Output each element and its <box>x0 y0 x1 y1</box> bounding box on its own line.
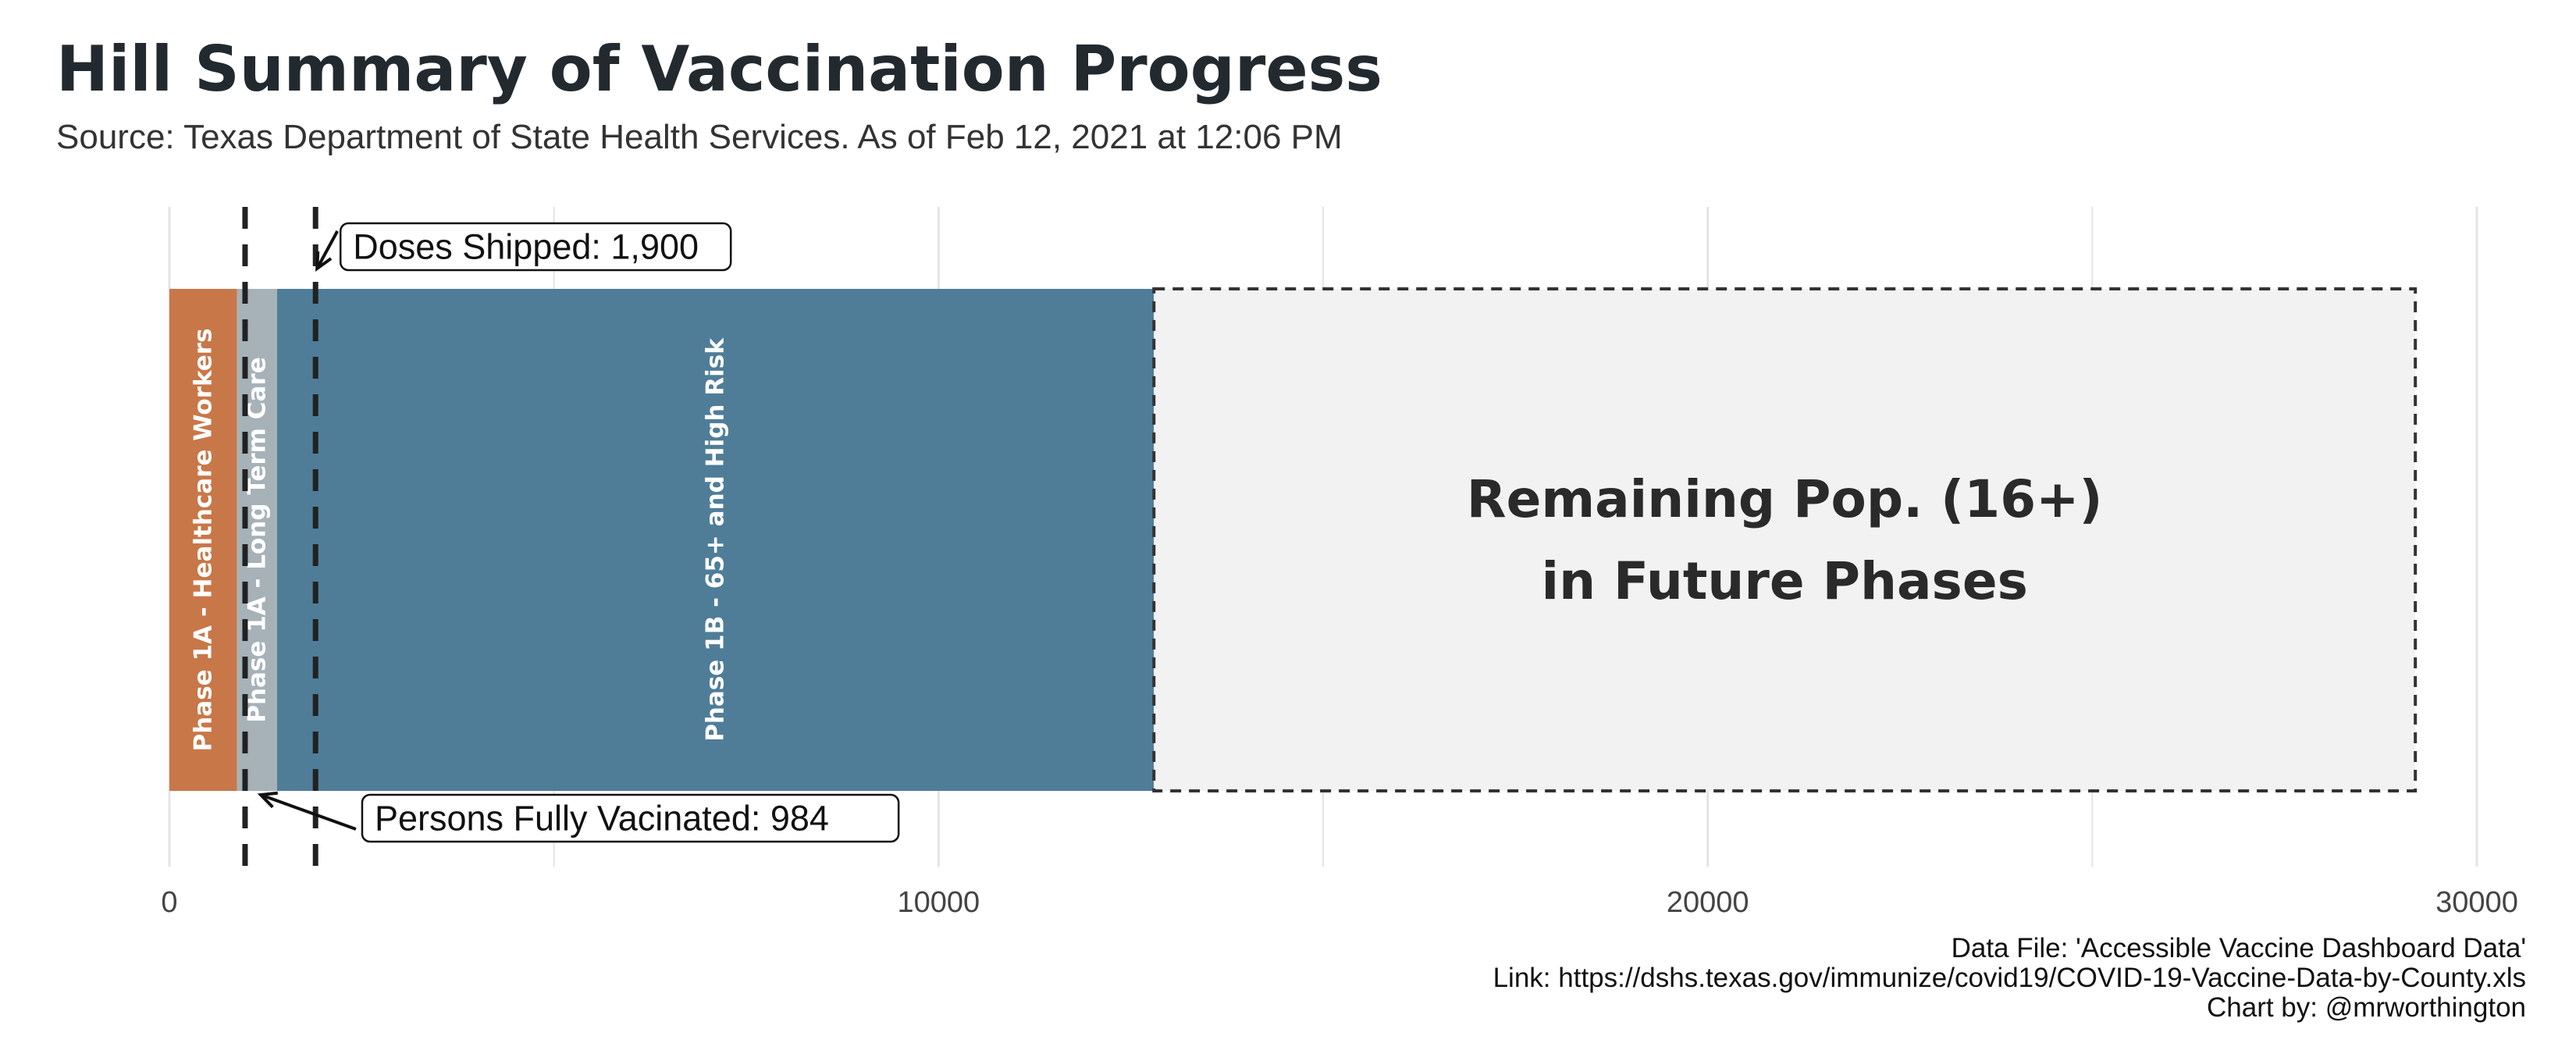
reference-arrowhead-0 <box>315 251 333 272</box>
reference-callout-box-0 <box>339 222 732 272</box>
chart-title: Hill Summary of Vaccination Progress <box>56 33 1382 105</box>
reference-arrow-0 <box>315 230 339 269</box>
x-tick-label: 10000 <box>897 886 980 919</box>
caption: Data File: 'Accessible Vaccine Dashboard… <box>1493 933 2526 1023</box>
reference-callout-box-1 <box>361 793 900 843</box>
reference-callout-label-0: Doses Shipped: 1,900 <box>353 227 699 267</box>
caption-data-file: Data File: 'Accessible Vaccine Dashboard… <box>1952 933 2526 963</box>
chart-subtitle: Source: Texas Department of State Health… <box>56 118 1343 156</box>
x-axis: 0 10000 20000 30000 <box>161 886 2517 919</box>
reference-lines: Doses Shipped: 1,900 Persons Fully Vacina… <box>242 207 900 867</box>
reference-arrow-1 <box>260 793 357 831</box>
x-tick-label: 0 <box>161 886 177 919</box>
reference-callout-label-1: Persons Fully Vacinated: 984 <box>375 799 829 839</box>
caption-credit: Chart by: @mrworthington <box>2207 992 2526 1023</box>
caption-link: Link: https://dshs.texas.gov/immunize/co… <box>1493 963 2526 993</box>
x-tick-label: 30000 <box>2435 886 2518 919</box>
bar-segment-2 <box>276 289 1155 791</box>
remaining-label-line-0: Remaining Pop. (16+) <box>1467 469 2103 529</box>
reference-arrowhead-1 <box>257 791 279 809</box>
remaining-population-box <box>1152 287 2418 792</box>
bar-segment-0 <box>169 289 237 791</box>
bar-segment-label-0: Phase 1A - Healthcare Workers <box>189 328 217 751</box>
bar-segments: Phase 1A - Healthcare Workers Phase 1A - … <box>169 287 2418 792</box>
x-tick-label: 20000 <box>1667 886 1749 919</box>
bar-segment-label-2: Phase 1B - 65+ and High Risk <box>702 337 730 742</box>
remaining-label-line-1: in Future Phases <box>1541 551 2027 611</box>
